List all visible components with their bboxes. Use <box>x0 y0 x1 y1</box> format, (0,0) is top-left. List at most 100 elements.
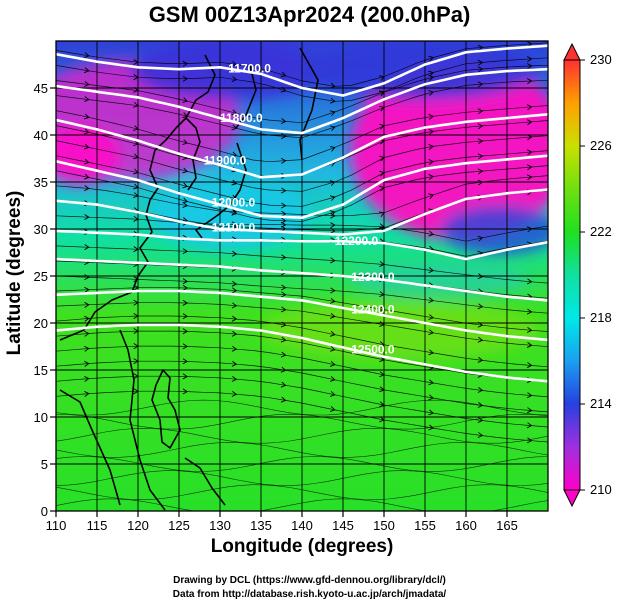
contour-label: 12100.0 <box>212 220 256 234</box>
contour-label: 12500.0 <box>351 342 395 356</box>
wind-arrow <box>526 56 533 63</box>
wind-arrow <box>182 167 189 174</box>
wind-arrow <box>428 113 435 120</box>
wind-arrow <box>526 174 533 181</box>
wind-arrow <box>330 257 336 264</box>
wind-arrow <box>428 143 435 150</box>
wind-arrow <box>329 195 336 201</box>
wind-arrow <box>231 360 238 367</box>
colorbar-tick-label: 222 <box>590 224 612 239</box>
wind-arrow <box>280 133 287 140</box>
y-tick-label: 20 <box>34 316 48 331</box>
wind-arrow <box>477 387 484 393</box>
contour-line <box>56 113 548 179</box>
wind-arrow <box>231 124 238 131</box>
wind-arrow <box>280 217 287 224</box>
colorbar-body <box>563 59 581 491</box>
contour-label: 11800.0 <box>220 111 263 125</box>
y-tick-label: 35 <box>34 175 48 190</box>
credit-data: Data from http://database.rish.kyoto-u.a… <box>172 589 447 600</box>
wind-arrow <box>526 407 533 414</box>
wind-arrow <box>526 327 533 333</box>
wind-arrow <box>182 182 189 189</box>
wind-arrow <box>477 336 484 343</box>
y-tick-label: 15 <box>34 363 48 378</box>
wind-arrow <box>83 143 90 150</box>
x-tick-label: 140 <box>291 518 313 533</box>
wind-arrow <box>526 164 533 171</box>
wind-arrow <box>84 185 90 192</box>
wind-arrow <box>428 297 435 304</box>
geopotential-contours: 11700.0 11800.0 11900.0 12000.0 12100.0 12200… <box>56 44 548 383</box>
wind-arrow <box>329 97 336 104</box>
wind-arrow <box>231 151 238 158</box>
wind-arrow <box>280 187 287 194</box>
wind-arrow <box>526 278 533 285</box>
wind-arrow <box>84 360 90 367</box>
wind-arrow <box>526 342 533 348</box>
wind-arrow <box>428 158 435 165</box>
wind-arrow <box>428 424 435 431</box>
wind-arrow <box>281 221 287 228</box>
wind-arrow <box>84 214 90 220</box>
wind-arrow <box>84 375 90 382</box>
wind-arrow <box>428 349 435 356</box>
wind-arrow <box>428 55 435 62</box>
wind-arrow <box>182 202 189 208</box>
wind-arrow <box>84 345 90 352</box>
wind-arrow <box>526 308 533 315</box>
wind-arrow <box>329 110 336 117</box>
wind-arrow <box>84 286 90 293</box>
wind-arrow <box>329 297 336 304</box>
wind-arrow <box>231 221 238 228</box>
contour-label: 12400.0 <box>351 302 395 316</box>
wind-arrow <box>428 174 435 180</box>
y-tick-label: 5 <box>41 457 48 472</box>
wind-arrow <box>231 208 238 215</box>
wind-arrow <box>231 109 238 116</box>
wind-arrow <box>428 128 435 135</box>
wind-arrow <box>477 81 484 88</box>
wind-arrow <box>329 345 336 352</box>
wind-arrow <box>182 358 189 365</box>
x-tick-label: 135 <box>250 518 272 533</box>
contour-line <box>56 154 548 220</box>
wind-arrow <box>477 356 484 363</box>
wind-arrow <box>428 230 435 237</box>
wind-arrow <box>428 90 435 96</box>
wind-arrow <box>231 315 238 322</box>
x-tick-label: 150 <box>373 518 395 533</box>
wind-arrow <box>182 97 189 104</box>
wind-arrow <box>84 81 90 87</box>
wind-arrow <box>280 396 287 403</box>
wind-arrow <box>280 202 287 209</box>
wind-arrow <box>329 125 336 132</box>
wind-arrow <box>231 209 238 216</box>
wind-arrow <box>280 351 287 358</box>
wind-arrow <box>477 273 484 280</box>
x-tick-label: 130 <box>209 518 231 533</box>
contour-line <box>56 67 548 135</box>
wind-arrow <box>330 222 336 229</box>
wind-arrow <box>526 362 533 369</box>
wind-arrow <box>428 314 435 321</box>
wind-arrow <box>329 406 336 412</box>
wind-arrow <box>84 96 90 103</box>
wind-arrow <box>84 390 90 397</box>
wind-arrow <box>182 278 189 285</box>
wind-arrow <box>526 78 533 85</box>
wind-arrow <box>329 361 336 367</box>
contour-line <box>56 229 548 261</box>
wind-arrow <box>329 312 336 319</box>
colorbar-tick-label: 230 <box>590 52 612 67</box>
wind-arrow <box>526 119 533 126</box>
wind-arrow <box>477 168 484 175</box>
wind-arrow <box>84 301 90 308</box>
wind-arrow <box>83 113 90 120</box>
wind-arrow <box>329 330 336 337</box>
wind-arrow <box>428 75 435 81</box>
wind-arrow <box>428 267 435 274</box>
wind-arrow <box>231 287 238 294</box>
wind-arrow <box>231 61 238 67</box>
